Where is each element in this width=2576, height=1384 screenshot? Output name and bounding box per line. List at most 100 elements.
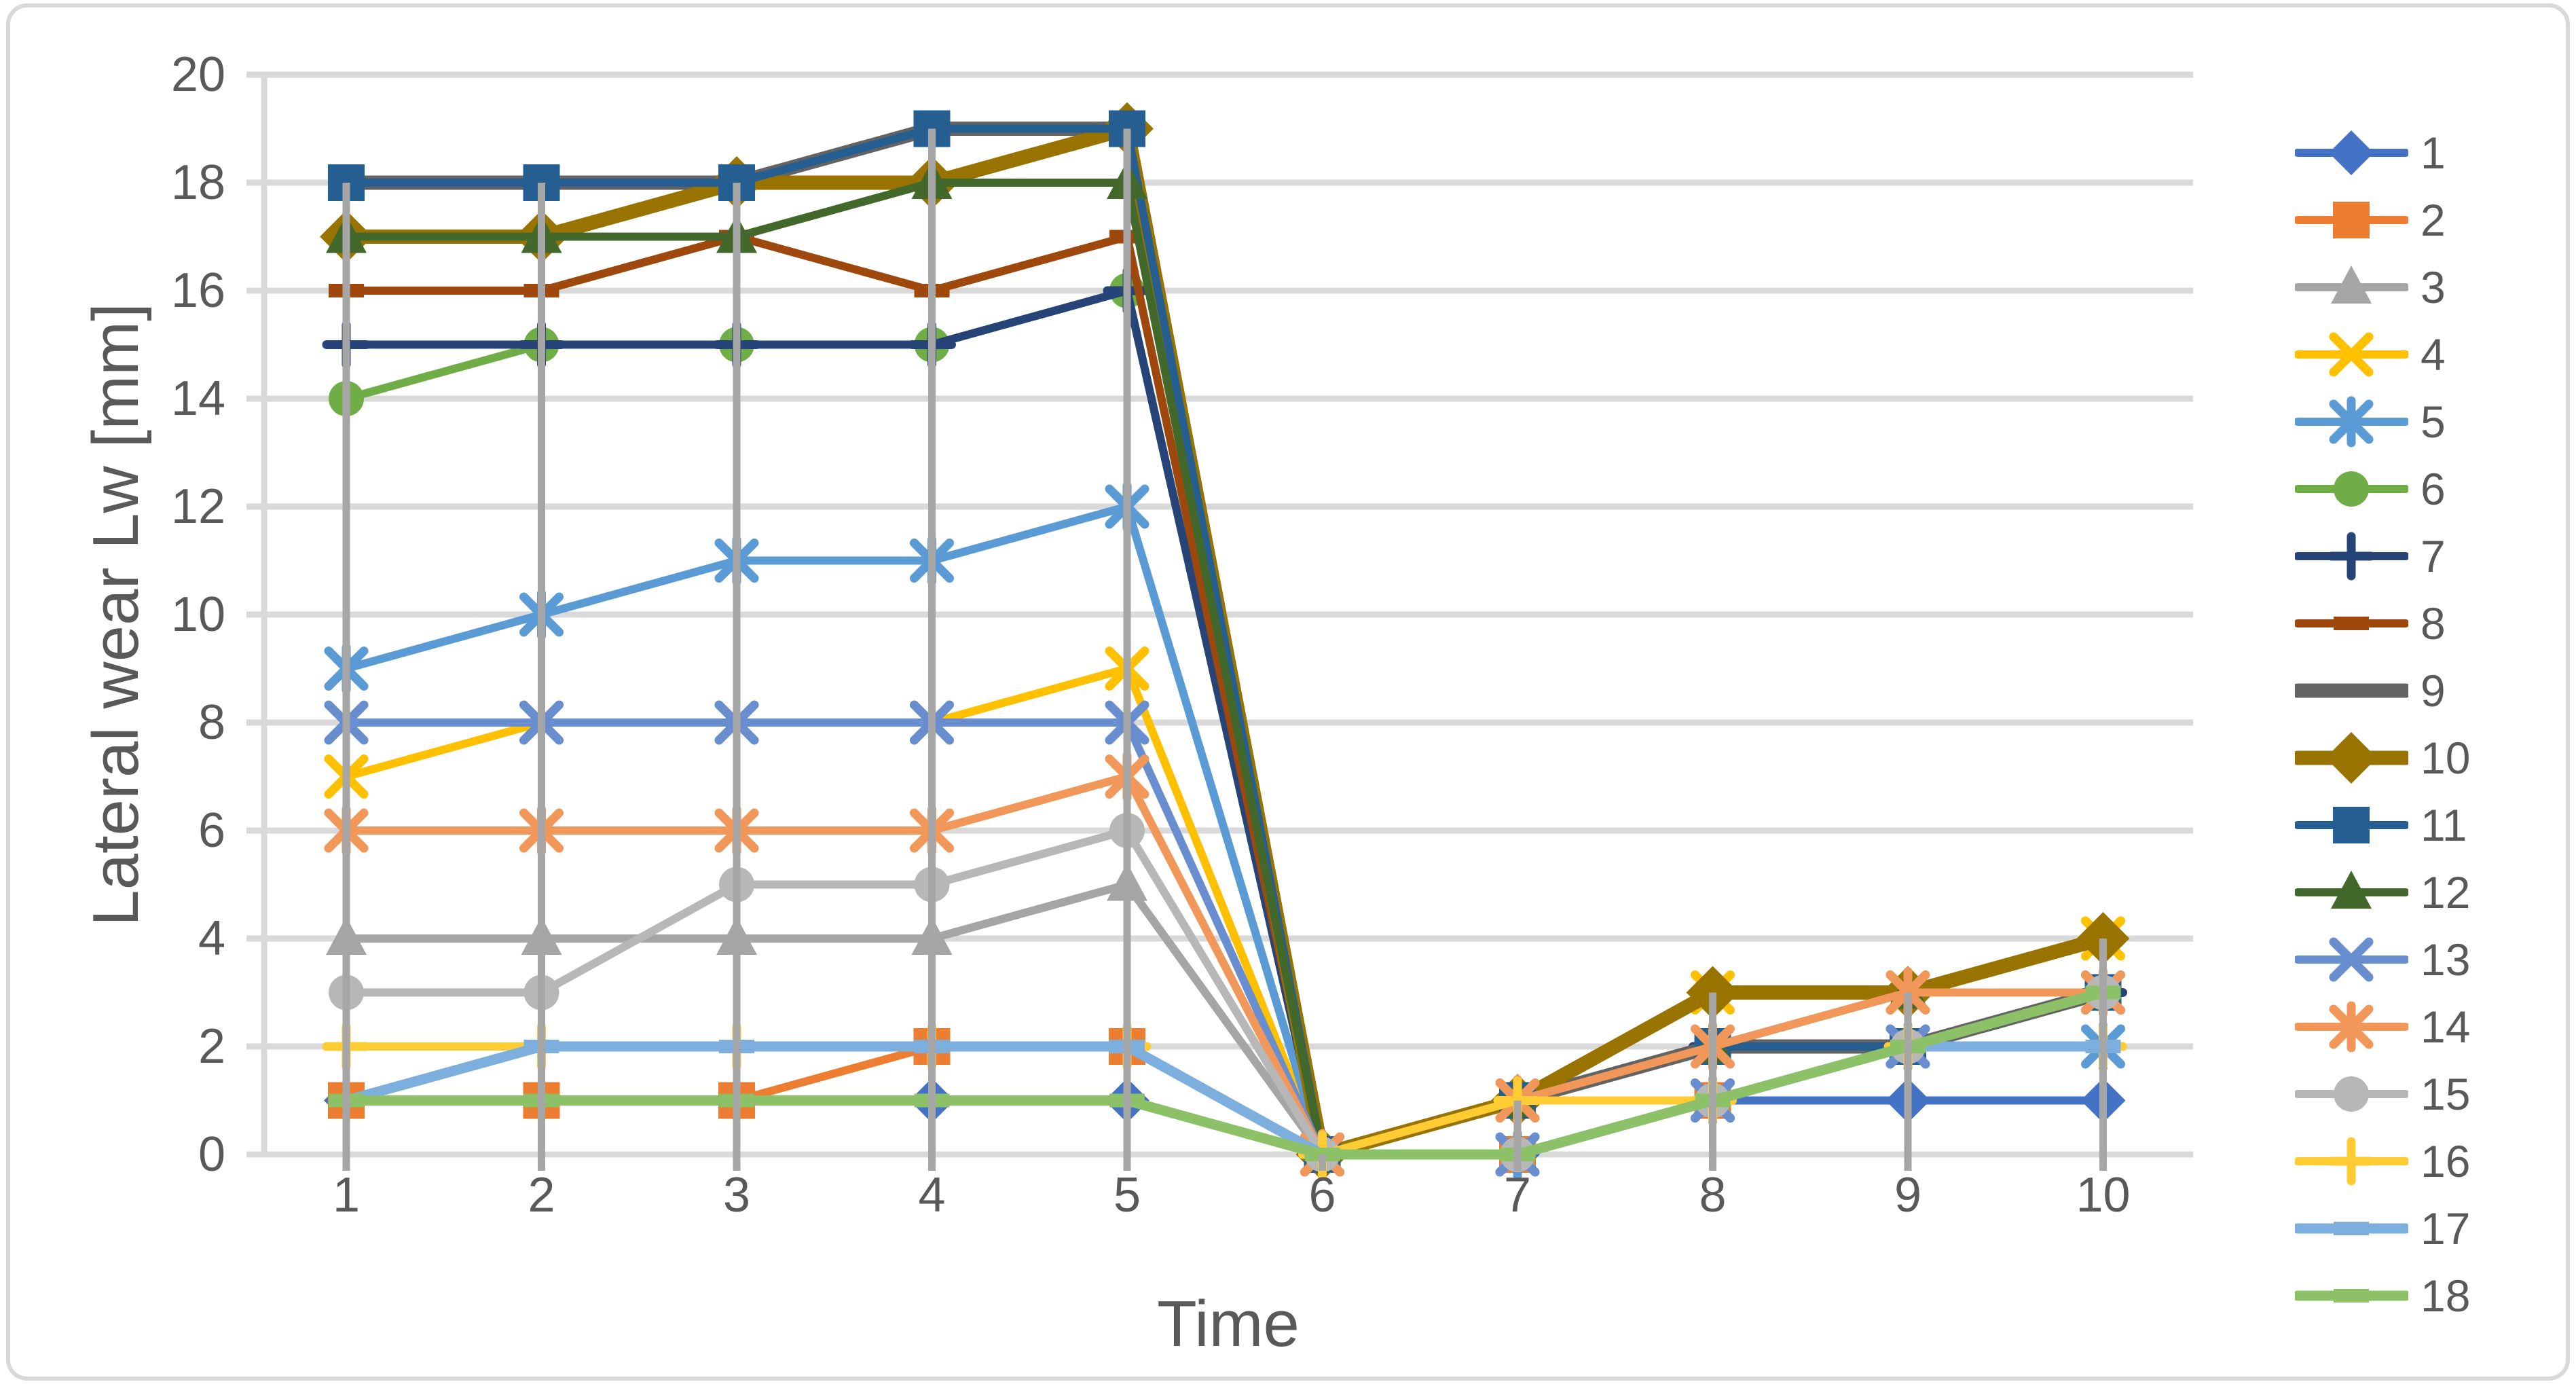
x-tick-label-2: 2 [528, 1168, 555, 1222]
x-axis-title: Time [1157, 1288, 1300, 1360]
y-tick-label-18: 18 [171, 156, 225, 210]
legend-swatch-6 [2295, 471, 2408, 507]
legend-label-18: 18 [2421, 1270, 2471, 1321]
legend-swatch-1 [2295, 130, 2408, 175]
legend-label-1: 1 [2421, 127, 2446, 178]
x-tick-label-1: 1 [333, 1168, 360, 1222]
y-tick-label-6: 6 [198, 803, 225, 858]
legend-item-12: 12 [2295, 858, 2566, 926]
legend-swatch-13 [2295, 937, 2408, 981]
y-tick-label-4: 4 [198, 911, 225, 966]
x-tick-label-8: 8 [1699, 1168, 1726, 1222]
diamond-marker [2325, 731, 2377, 784]
legend-label-15: 15 [2421, 1068, 2471, 1119]
dash-marker [2334, 616, 2369, 630]
asterisk-marker [2329, 396, 2374, 447]
legend-swatch-7 [2295, 532, 2408, 580]
legend-label-6: 6 [2421, 463, 2446, 514]
legend-swatch-2 [2295, 201, 2408, 238]
square-marker [2333, 806, 2370, 843]
legend-swatch-17 [2295, 1221, 2408, 1235]
y-axis-title: Lateral wear Lw [mm] [79, 303, 152, 926]
legend-label-8: 8 [2421, 598, 2446, 649]
legend-swatch-5 [2295, 396, 2408, 447]
y-tick-label-12: 12 [171, 479, 225, 534]
x-tick-label-4: 4 [918, 1168, 945, 1222]
legend-label-12: 12 [2421, 867, 2471, 917]
legend-item-5: 5 [2295, 388, 2566, 455]
legend-label-2: 2 [2421, 194, 2446, 245]
legend-item-17: 17 [2295, 1195, 2566, 1262]
y-tick-label-16: 16 [171, 263, 225, 318]
legend-swatch-14 [2295, 1001, 2408, 1052]
x-tick-label-9: 9 [1894, 1168, 1921, 1222]
y-tick-label-8: 8 [198, 695, 225, 750]
legend-label-9: 9 [2421, 665, 2446, 716]
y-tick-label-0: 0 [198, 1127, 225, 1182]
x-marker [2329, 332, 2374, 376]
triangle-marker [2331, 870, 2372, 909]
legend-label-16: 16 [2421, 1135, 2471, 1186]
legend-item-3: 3 [2295, 253, 2566, 321]
legend-label-11: 11 [2421, 799, 2467, 850]
chart-border [6, 3, 2570, 1381]
legend-item-15: 15 [2295, 1060, 2566, 1127]
asterisk-marker [2329, 1001, 2374, 1052]
drop-lines [342, 128, 2107, 1171]
x-tick-label-5: 5 [1114, 1168, 1141, 1222]
legend-item-11: 11 [2295, 791, 2566, 858]
legend-label-14: 14 [2421, 1001, 2471, 1052]
chart-legend: 1 2 3 4 5 6 7 8 9 10 11 12 13 14 15 16 17 18 [2295, 119, 2566, 1329]
x-tick-label-10: 10 [2076, 1168, 2130, 1222]
legend-item-13: 13 [2295, 926, 2566, 993]
legend-label-4: 4 [2421, 329, 2446, 380]
legend-swatch-9 [2295, 683, 2408, 697]
legend-item-1: 1 [2295, 119, 2566, 186]
legend-swatch-8 [2295, 616, 2408, 630]
legend-swatch-18 [2295, 1288, 2408, 1303]
legend-item-14: 14 [2295, 993, 2566, 1060]
legend-item-2: 2 [2295, 186, 2566, 253]
legend-swatch-11 [2295, 806, 2408, 843]
legend-item-4: 4 [2295, 321, 2566, 388]
x-tick-label-3: 3 [723, 1168, 750, 1222]
legend-item-9: 9 [2295, 657, 2566, 724]
legend-item-16: 16 [2295, 1127, 2566, 1195]
series-14 [324, 751, 2125, 1180]
series-3-line [342, 880, 2108, 1159]
legend-item-18: 18 [2295, 1262, 2566, 1329]
square-marker [2333, 201, 2370, 238]
y-tick-label-2: 2 [198, 1019, 225, 1074]
legend-swatch-4 [2295, 332, 2408, 376]
x-tick-label-7: 7 [1504, 1168, 1531, 1222]
series-11-line [342, 124, 2108, 1159]
plus-marker [2327, 1137, 2376, 1185]
legend-label-13: 13 [2421, 934, 2471, 985]
y-tick-label-20: 20 [171, 48, 225, 102]
x-tick-label-6: 6 [1308, 1168, 1336, 1222]
y-tick-label-10: 10 [171, 587, 225, 642]
legend-label-7: 7 [2421, 530, 2446, 581]
x-marker [2329, 937, 2374, 981]
triangle-marker [2331, 265, 2372, 304]
legend-swatch-15 [2295, 1076, 2408, 1112]
dash-marker [2334, 1288, 2369, 1303]
dash-marker [2334, 1221, 2369, 1235]
legend-item-8: 8 [2295, 589, 2566, 657]
legend-swatch-10 [2295, 731, 2408, 784]
legend-item-6: 6 [2295, 455, 2566, 522]
legend-label-17: 17 [2421, 1203, 2471, 1254]
legend-swatch-3 [2295, 265, 2408, 304]
circle-marker [2334, 471, 2369, 507]
legend-label-3: 3 [2421, 261, 2446, 312]
legend-swatch-16 [2295, 1137, 2408, 1185]
plus-marker [2327, 532, 2376, 580]
series-18-line [341, 987, 2108, 1160]
legend-item-7: 7 [2295, 522, 2566, 589]
series-14-line [342, 772, 2108, 1159]
circle-marker [2334, 1076, 2369, 1112]
legend-label-5: 5 [2421, 396, 2446, 447]
